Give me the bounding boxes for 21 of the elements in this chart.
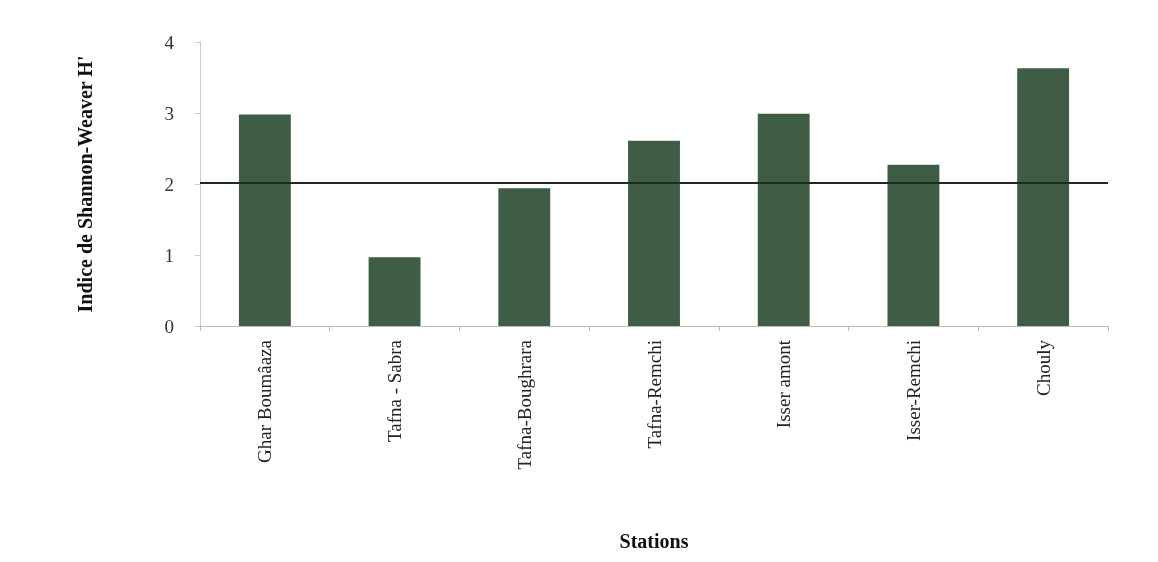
y-tick-label: 3 xyxy=(164,102,174,124)
bar xyxy=(498,188,551,326)
bar xyxy=(628,140,680,326)
x-tick-label: Chouly xyxy=(1032,339,1054,396)
bar xyxy=(887,164,940,326)
y-axis-title: Indice de Shannon-Weaver H' xyxy=(74,55,96,313)
bar xyxy=(368,257,421,326)
y-tick-label: 0 xyxy=(164,315,174,337)
x-tick-label: Tafna-Boughrara xyxy=(513,339,535,470)
x-tick-label: Tafna-Remchi xyxy=(643,340,665,449)
y-tick-label: 2 xyxy=(164,173,174,195)
y-tick-label: 1 xyxy=(164,244,174,266)
x-axis-title: Stations xyxy=(619,530,689,552)
x-tick-label: Ghar Boumâaza xyxy=(254,339,276,463)
bar xyxy=(1017,68,1070,326)
x-tick-label: Isser-Remchi xyxy=(902,340,924,441)
bar xyxy=(238,114,291,326)
x-tick-label: Tafna - Sabra xyxy=(384,339,406,443)
y-tick-label: 4 xyxy=(164,31,175,53)
x-tick-label: Isser amont xyxy=(773,339,795,429)
bar xyxy=(757,113,810,326)
